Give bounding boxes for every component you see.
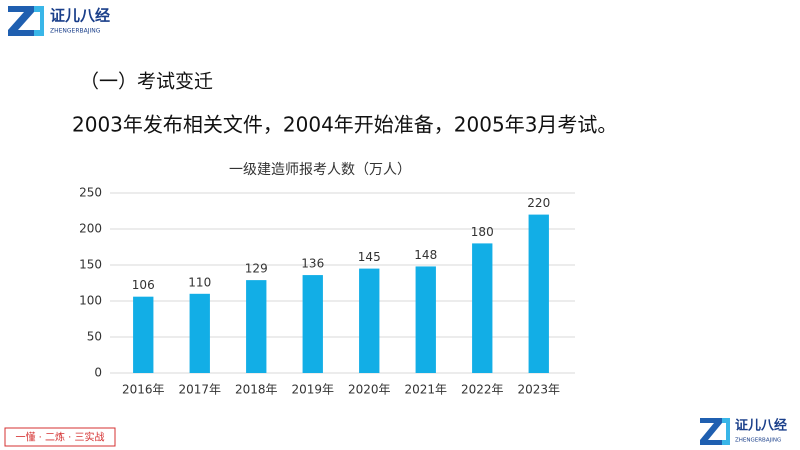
y-tick-label: 200 [79, 222, 102, 236]
logo-name: 证儿八经 [50, 7, 110, 25]
bar [133, 296, 154, 373]
body-text: 2003年发布相关文件，2004年开始准备，2005年3月考试。 [72, 113, 617, 137]
bar [302, 275, 323, 373]
footer-box [4, 427, 116, 447]
data-label: 110 [188, 275, 211, 289]
logo-top: 证儿八经 ZHENGERBAJING [8, 6, 110, 36]
x-tick-label: 2019年 [291, 383, 334, 397]
data-label: 129 [245, 262, 268, 276]
y-tick-label: 150 [79, 258, 102, 272]
y-tick-label: 0 [94, 366, 102, 380]
logo-bottom: 证儿八经 ZHENGERBAJING [700, 418, 787, 445]
bar [189, 293, 210, 373]
section-title: （一）考试变迁 [80, 71, 213, 93]
x-tick-label: 2020年 [348, 383, 391, 397]
data-label: 148 [414, 248, 437, 262]
bar [246, 280, 267, 373]
x-tick-label: 2023年 [517, 383, 560, 397]
data-label: 220 [527, 196, 550, 210]
x-tick-label: 2017年 [178, 383, 221, 397]
y-tick-label: 50 [87, 330, 102, 344]
bar [359, 268, 380, 373]
logo-name: 证儿八经 [735, 418, 787, 434]
logo-pinyin: ZHENGERBAJING [735, 438, 781, 444]
data-label: 180 [471, 225, 494, 239]
bar [415, 266, 436, 373]
x-tick-label: 2018年 [235, 383, 278, 397]
x-tick-label: 2022年 [461, 383, 504, 397]
footer-tag: 一懂 · 二炼 · 三实战 [15, 431, 104, 444]
logo-pinyin: ZHENGERBAJING [50, 28, 101, 35]
x-tick-label: 2016年 [122, 383, 165, 397]
y-tick-label: 100 [79, 294, 102, 308]
data-label: 145 [358, 250, 381, 264]
data-label: 106 [132, 278, 155, 292]
bar [472, 243, 493, 373]
chart-title: 一级建造师报考人数（万人） [229, 162, 411, 178]
data-label: 136 [301, 257, 324, 271]
y-tick-label: 250 [79, 186, 102, 200]
x-tick-label: 2021年 [404, 383, 447, 397]
bar [528, 214, 549, 373]
